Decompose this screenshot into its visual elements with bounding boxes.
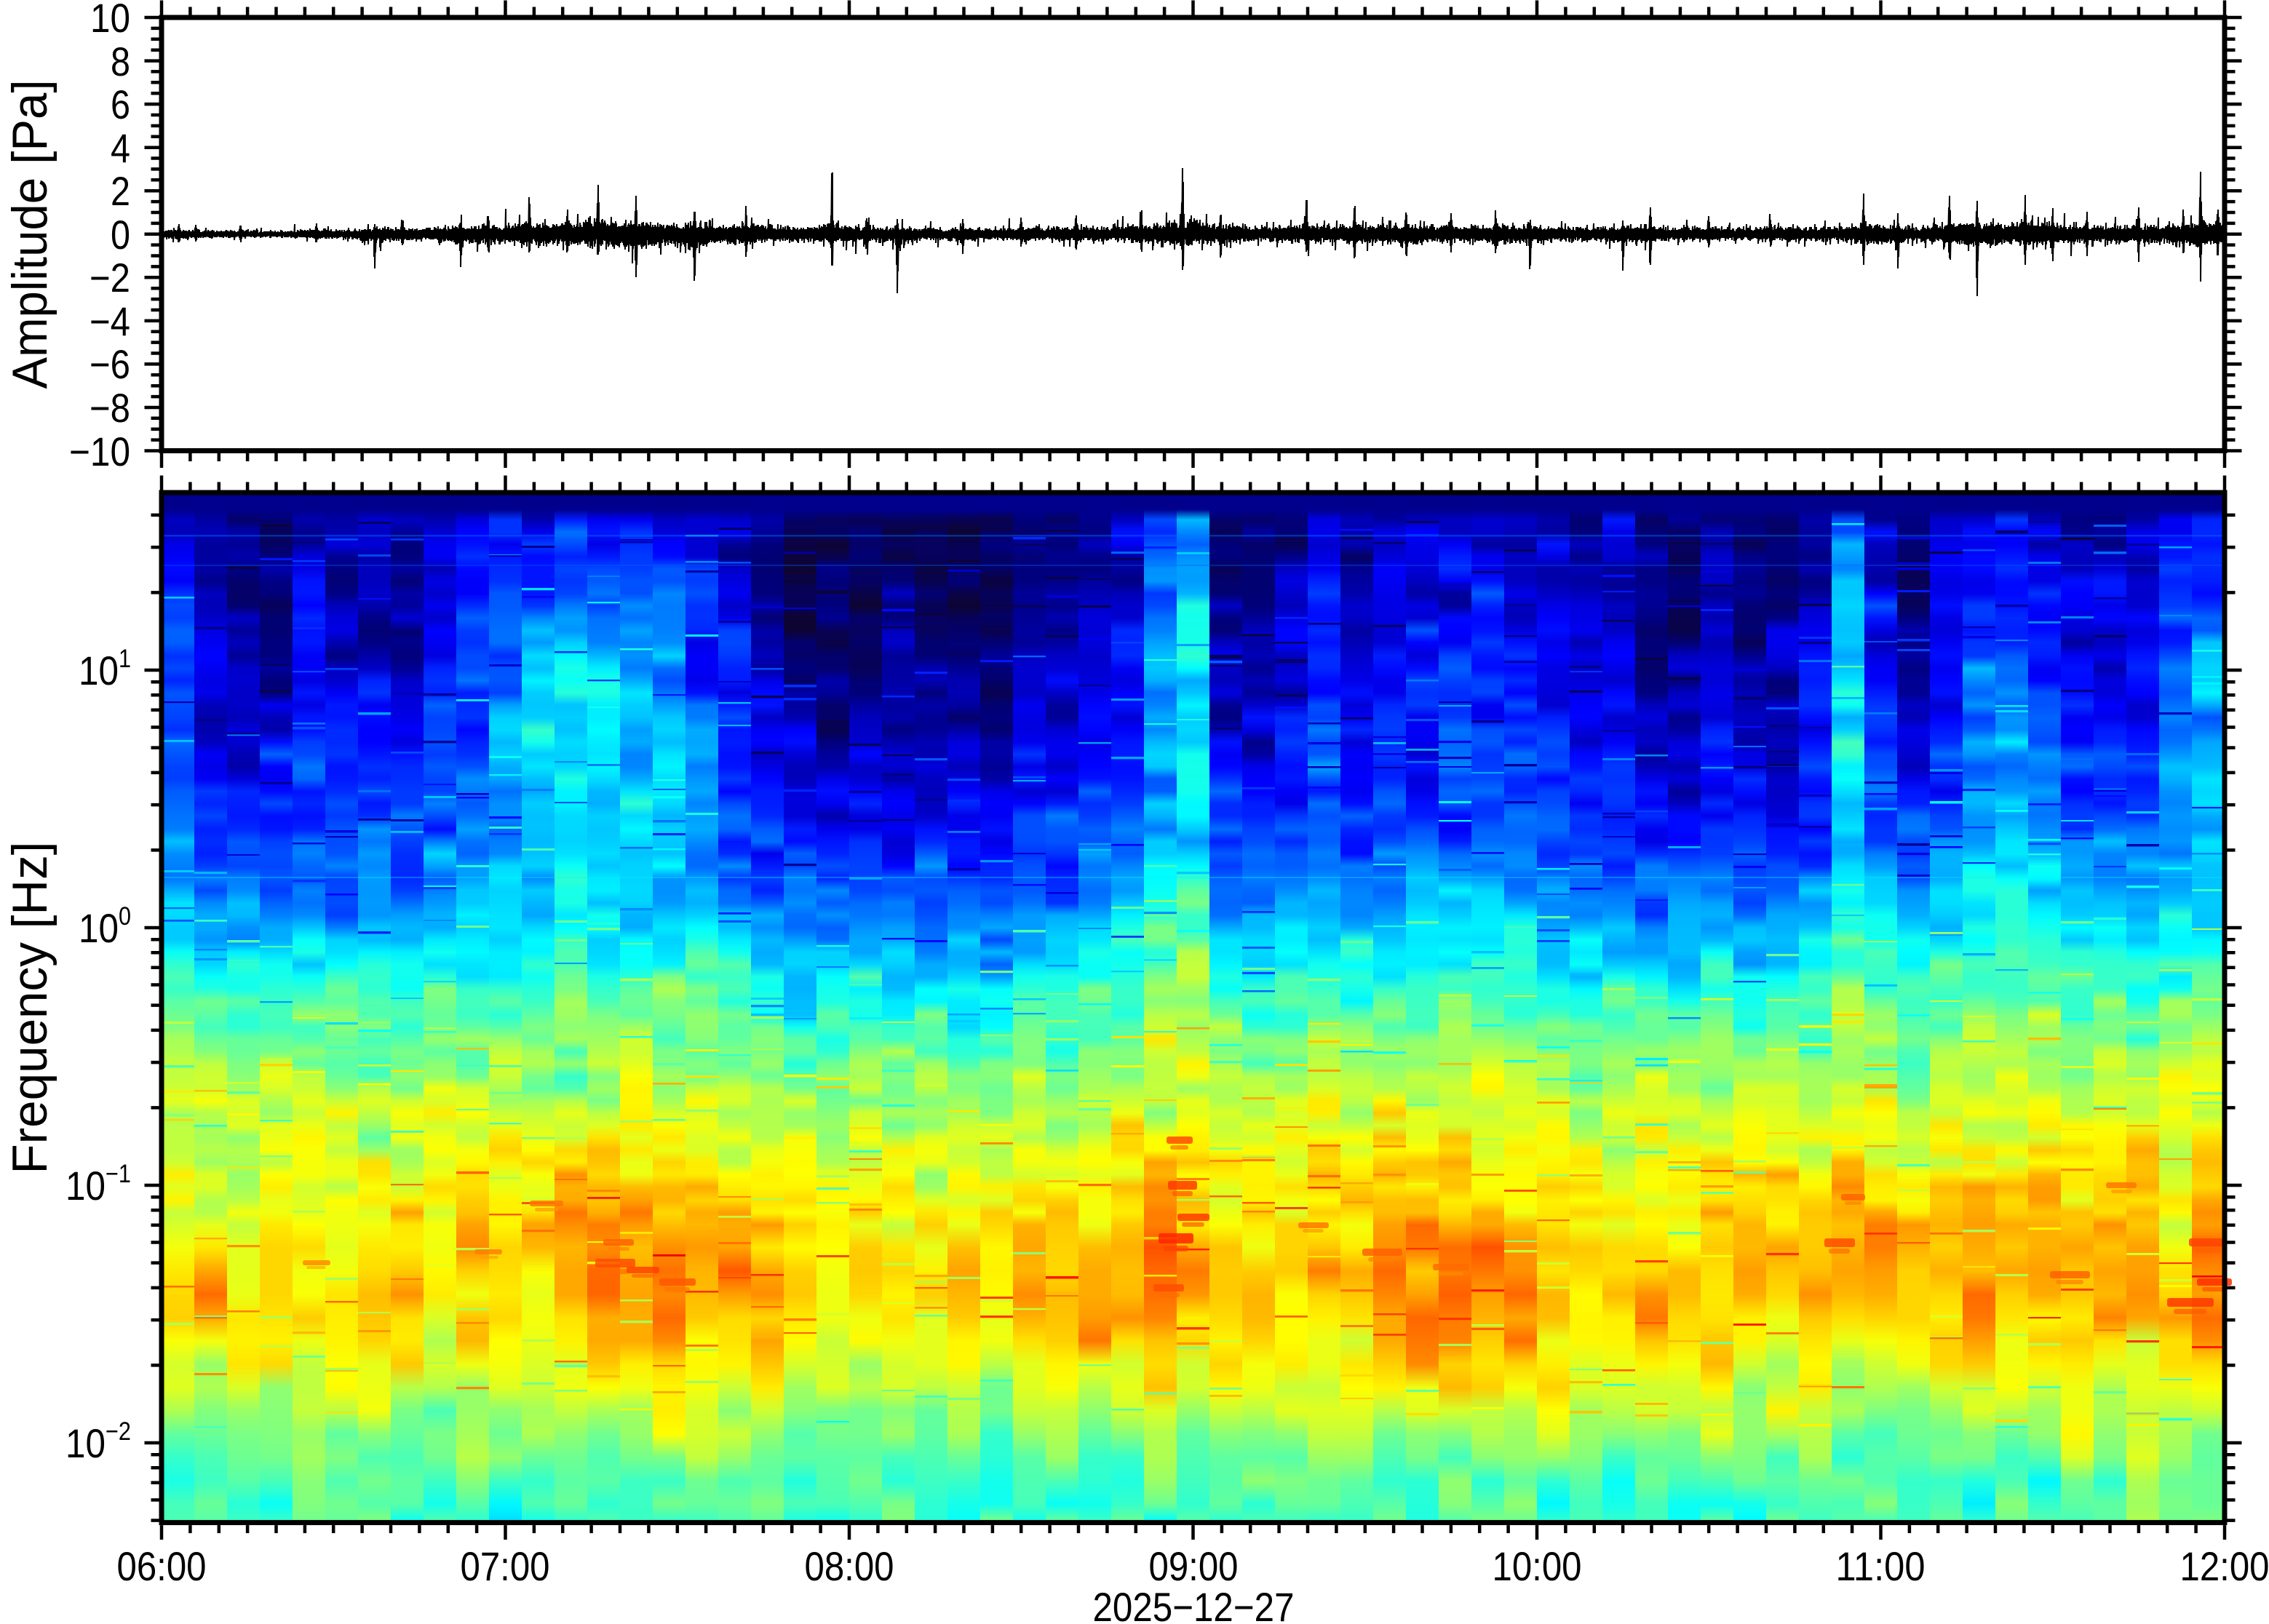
svg-text:10: 10	[79, 905, 119, 951]
svg-text:Frequency [Hz]: Frequency [Hz]	[2, 842, 57, 1174]
svg-text:10: 10	[90, 0, 130, 41]
svg-text:08:00: 08:00	[805, 1543, 894, 1589]
svg-text:−8: −8	[90, 385, 130, 431]
svg-text:2025−12−27: 2025−12−27	[1093, 1584, 1295, 1624]
svg-text:Amplitude [Pa]: Amplitude [Pa]	[2, 80, 57, 389]
svg-text:11:00: 11:00	[1836, 1543, 1926, 1589]
svg-text:−1: −1	[106, 1160, 131, 1188]
svg-text:−4: −4	[90, 298, 130, 344]
svg-text:10: 10	[79, 648, 119, 693]
svg-text:−2: −2	[90, 255, 130, 300]
svg-text:10: 10	[65, 1163, 106, 1209]
svg-text:2: 2	[111, 168, 130, 214]
svg-text:10: 10	[65, 1420, 106, 1466]
svg-text:10:00: 10:00	[1493, 1543, 1582, 1589]
svg-text:−6: −6	[90, 341, 130, 387]
svg-text:0: 0	[119, 902, 131, 931]
svg-text:1: 1	[119, 645, 131, 673]
svg-text:06:00: 06:00	[117, 1543, 207, 1589]
svg-text:09:00: 09:00	[1149, 1543, 1239, 1589]
svg-text:−10: −10	[69, 429, 130, 474]
svg-text:−2: −2	[106, 1417, 131, 1446]
svg-text:6: 6	[111, 81, 130, 127]
svg-text:4: 4	[111, 125, 130, 171]
svg-text:12:00: 12:00	[2180, 1543, 2269, 1589]
svg-text:07:00: 07:00	[461, 1543, 550, 1589]
svg-text:8: 8	[111, 39, 130, 84]
svg-text:0: 0	[111, 212, 130, 258]
